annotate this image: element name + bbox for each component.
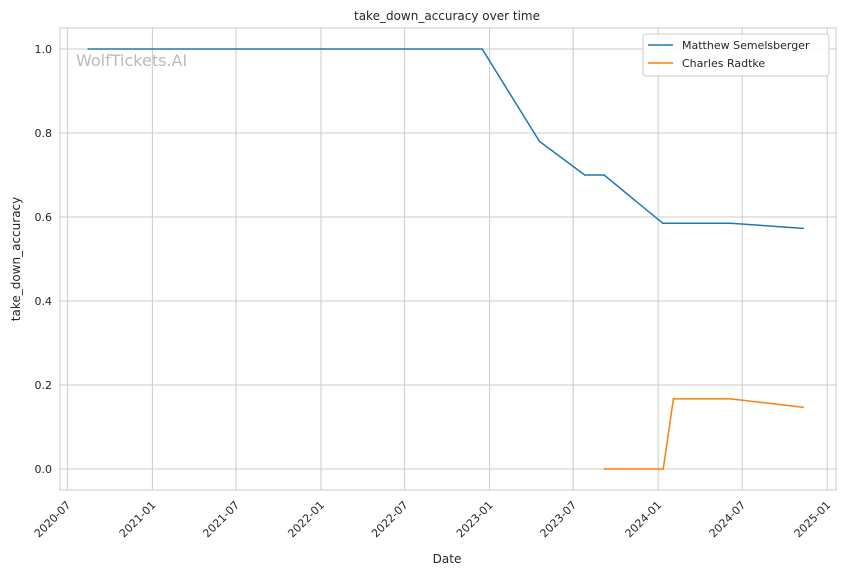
watermark: WolfTickets.AI (76, 51, 187, 70)
data-point (87, 48, 89, 50)
x-tick-label: 2024-01 (623, 499, 665, 541)
y-tick-label: 0.4 (35, 295, 53, 308)
legend-label: Charles Radtke (682, 57, 765, 70)
data-point (729, 398, 732, 400)
series-line-1 (604, 398, 804, 470)
data-point (603, 468, 605, 470)
x-tick-label: 2022-07 (369, 499, 411, 541)
x-tick-label: 2024-07 (707, 499, 749, 541)
y-tick-label: 0.8 (35, 127, 53, 140)
y-tick-label: 0.0 (35, 463, 53, 476)
data-point (672, 398, 675, 400)
data-point (662, 468, 665, 470)
x-tick-label: 2023-01 (454, 499, 496, 541)
x-tick-label: 2023-07 (538, 499, 580, 541)
legend-label: Matthew Semelsberger (682, 39, 810, 52)
data-point (661, 222, 664, 225)
y-tick-label: 0.2 (35, 379, 53, 392)
data-point (729, 222, 732, 225)
y-tick-label: 1.0 (35, 43, 53, 56)
data-point (481, 48, 483, 50)
x-tick-label: 2022-01 (285, 499, 327, 541)
x-tick-label: 2025-01 (792, 499, 834, 541)
plot-frame (59, 27, 837, 491)
data-point (583, 174, 586, 176)
y-axis-label: take_down_accuracy (9, 197, 23, 321)
x-tick-label: 2020-07 (32, 499, 74, 541)
legend: Matthew Semelsberger Charles Radtke (642, 33, 830, 77)
x-tick-label: 2021-07 (200, 499, 242, 541)
x-tick-label: 2021-01 (117, 499, 159, 541)
y-tick-label: 0.6 (35, 211, 53, 224)
legend-box (642, 33, 830, 77)
data-point (802, 406, 805, 409)
data-point (603, 174, 605, 176)
x-axis-label: Date (433, 552, 462, 566)
series-line-0 (88, 48, 804, 230)
data-point (802, 227, 805, 230)
chart-title: take_down_accuracy over time (354, 9, 540, 23)
data-point (538, 140, 541, 143)
